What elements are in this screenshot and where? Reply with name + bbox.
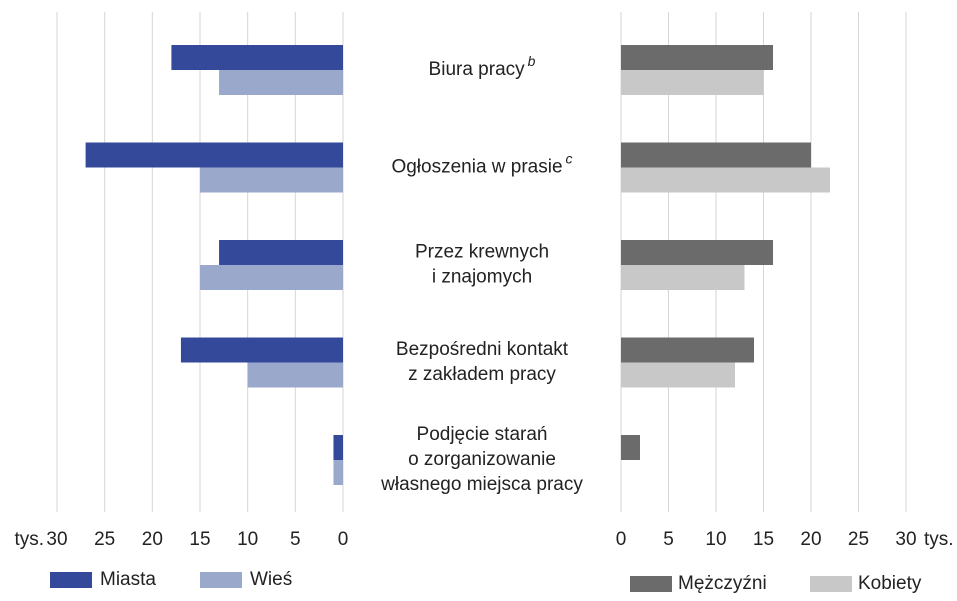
x-tick-label: 5 <box>663 529 674 550</box>
legend-swatch <box>630 576 672 592</box>
legend-swatch <box>50 572 92 588</box>
x-tick-label: 25 <box>94 529 115 550</box>
bar <box>200 265 343 290</box>
x-tick-label: 10 <box>237 529 258 550</box>
bar <box>621 362 735 388</box>
bar <box>621 142 811 168</box>
x-tick-label: 15 <box>189 529 210 550</box>
bar <box>621 435 640 460</box>
x-tick-label: 0 <box>338 529 349 550</box>
x-tick-label: 20 <box>800 529 821 550</box>
x-tick-label: 30 <box>895 529 916 550</box>
legend-label: Mężczyźni <box>678 573 767 594</box>
category-label: o zorganizowanie <box>408 449 556 470</box>
bar <box>621 45 773 70</box>
x-tick-label: 20 <box>142 529 163 550</box>
bar <box>621 167 830 193</box>
bar <box>621 337 754 363</box>
bar <box>247 362 343 388</box>
x-tick-label: 5 <box>290 529 301 550</box>
x-tick-label: 15 <box>753 529 774 550</box>
bar <box>621 70 764 95</box>
category-label: własnego miejsca pracy <box>380 474 583 495</box>
bar <box>85 142 343 168</box>
category-label: Biura pracy b <box>429 53 536 80</box>
x-tick-label: 30 <box>46 529 67 550</box>
legend-label: Wieś <box>250 569 292 590</box>
legend-swatch <box>810 576 852 592</box>
category-label: Przez krewnych <box>415 242 549 263</box>
bar <box>333 435 343 460</box>
bar <box>180 337 343 363</box>
x-tick-label: 0 <box>616 529 627 550</box>
bar <box>621 240 773 265</box>
bar <box>200 167 343 193</box>
category-label: Ogłoszenia w prasie c <box>391 150 572 177</box>
bar <box>219 70 343 95</box>
x-unit: tys. <box>14 529 44 550</box>
category-label: Podjęcie starań <box>417 424 548 445</box>
x-tick-label: 10 <box>705 529 726 550</box>
category-note: c <box>566 150 573 166</box>
x-unit: tys. <box>924 529 954 550</box>
category-note: b <box>528 53 536 69</box>
category-label: z zakładem pracy <box>408 364 556 385</box>
bar <box>333 460 343 485</box>
legend-label: Kobiety <box>858 573 922 594</box>
category-label: Bezpośredni kontakt <box>396 339 569 360</box>
category-label: i znajomych <box>432 267 532 288</box>
x-tick-label: 25 <box>848 529 869 550</box>
legend-swatch <box>200 572 242 588</box>
bar <box>171 45 343 70</box>
bar <box>219 240 343 265</box>
bar <box>621 265 745 290</box>
legend-label: Miasta <box>100 569 156 590</box>
